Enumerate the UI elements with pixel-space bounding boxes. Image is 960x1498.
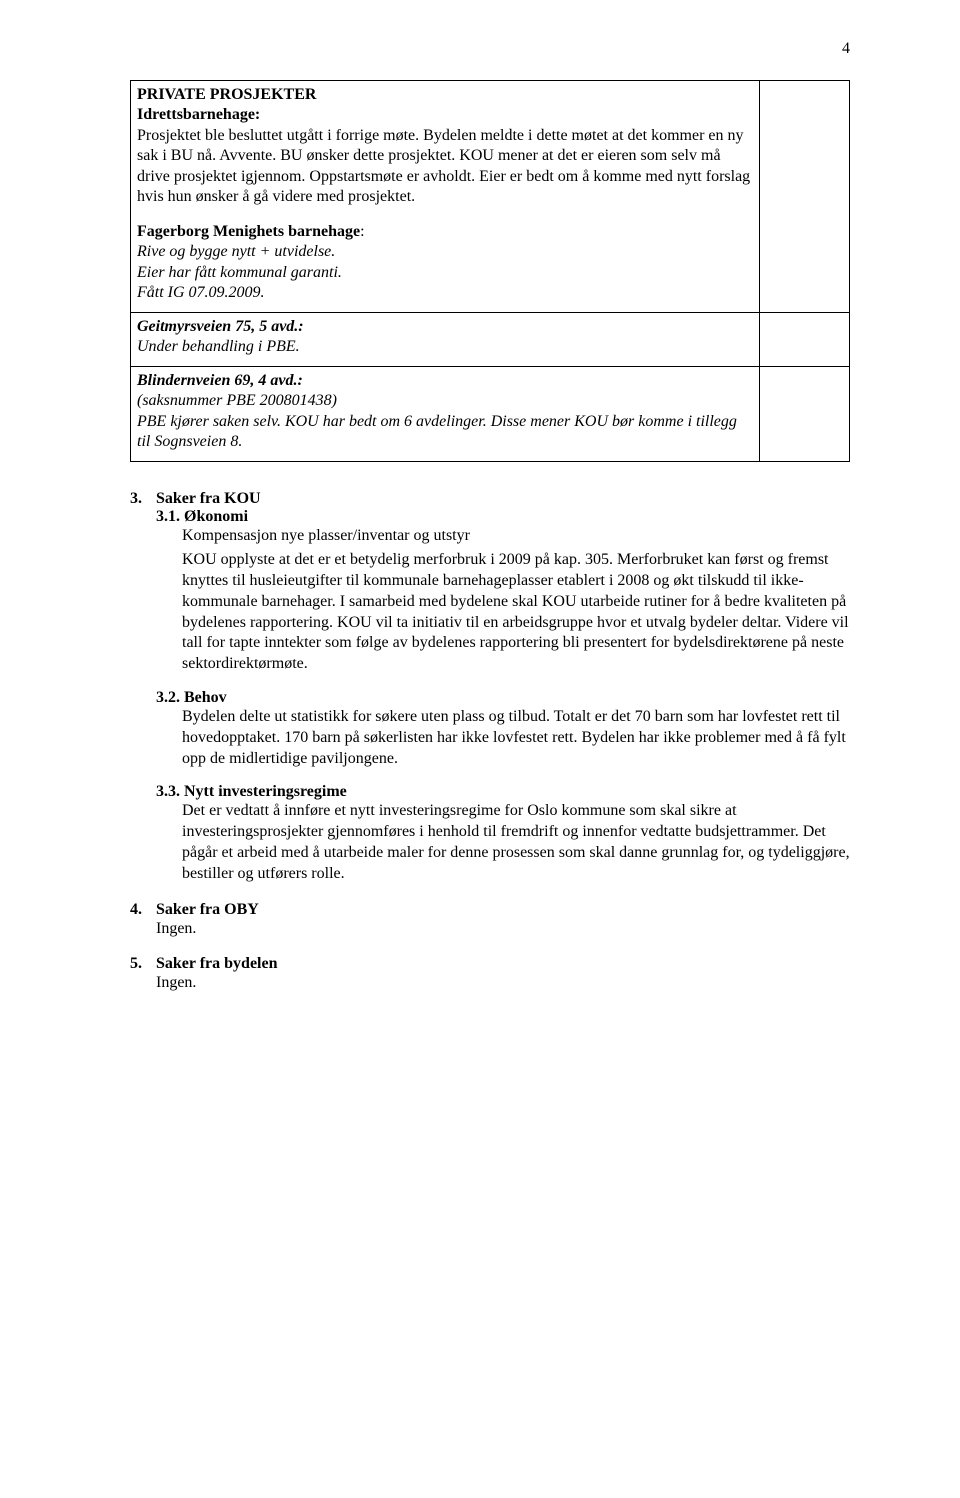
section-4-heading: 4. Saker fra OBY: [130, 901, 850, 919]
section-5: 5. Saker fra bydelen Ingen.: [130, 955, 850, 994]
subheading-idrettsbarnehage: Idrettsbarnehage:: [137, 106, 260, 123]
sub-3-3-title: Nytt investeringsregime: [184, 783, 347, 800]
section-5-num: 5.: [130, 955, 156, 973]
table-row: Blindernveien 69, 4 avd.: (saksnummer PB…: [131, 366, 850, 461]
table-cell-main: Blindernveien 69, 4 avd.: (saksnummer PB…: [131, 366, 760, 461]
sub-3-3-para: Det er vedtatt å innføre et nytt investe…: [130, 801, 850, 884]
section-4-body: Ingen.: [130, 919, 850, 940]
section-3-title: Saker fra KOU: [156, 490, 261, 508]
text-blindernveien-2: PBE kjører saken selv. KOU har bedt om 6…: [137, 413, 737, 450]
projects-table: PRIVATE PROSJEKTER Idrettsbarnehage: Pro…: [130, 80, 850, 462]
text-idrettsbarnehage: Prosjektet ble besluttet utgått i forrig…: [137, 127, 750, 205]
table-cell-empty: [760, 366, 850, 461]
sub-3-1-heading: 3.1. Økonomi: [130, 508, 850, 526]
table-cell-main: Geitmyrsveien 75, 5 avd.: Under behandli…: [131, 312, 760, 366]
subsection-3-1: 3.1. Økonomi Kompensasjon nye plasser/in…: [130, 508, 850, 676]
section-3-heading: 3. Saker fra KOU: [130, 490, 850, 508]
table-row: Geitmyrsveien 75, 5 avd.: Under behandli…: [131, 312, 850, 366]
sections-list: 3. Saker fra KOU 3.1. Økonomi Kompensasj…: [130, 490, 850, 995]
document-page: 4 PRIVATE PROSJEKTER Idrettsbarnehage: P…: [0, 0, 960, 1070]
subheading-fagerborg: Fagerborg Menighets barnehage: [137, 223, 360, 240]
text-geitmyrsveien: Under behandling i PBE.: [137, 338, 300, 355]
subsection-3-3: 3.3. Nytt investeringsregime Det er vedt…: [130, 783, 850, 884]
subsection-3-2: 3.2. Behov Bydelen delte ut statistikk f…: [130, 689, 850, 769]
sub-3-2-title: Behov: [184, 689, 227, 706]
sub-3-2-heading: 3.2. Behov: [130, 689, 850, 707]
table-cell-empty: [760, 81, 850, 313]
sub-3-3-heading: 3.3. Nytt investeringsregime: [130, 783, 850, 801]
subheading-geitmyrsveien: Geitmyrsveien 75, 5 avd.:: [137, 318, 304, 335]
sub-3-2-para: Bydelen delte ut statistikk for søkere u…: [130, 707, 850, 769]
table-row: PRIVATE PROSJEKTER Idrettsbarnehage: Pro…: [131, 81, 850, 313]
sub-3-3-num: 3.3.: [156, 783, 180, 800]
subheading-blindernveien: Blindernveien 69, 4 avd.:: [137, 372, 303, 389]
sub-3-1-para: KOU opplyste at det er et betydelig merf…: [130, 550, 850, 675]
sub-3-1-num: 3.1.: [156, 508, 180, 525]
section-4-num: 4.: [130, 901, 156, 919]
text-fagerborg-2: Eier har fått kommunal garanti.: [137, 264, 342, 281]
sub-3-2-num: 3.2.: [156, 689, 180, 706]
section-5-heading: 5. Saker fra bydelen: [130, 955, 850, 973]
sub-3-1-title: Økonomi: [184, 508, 248, 525]
section-3: 3. Saker fra KOU 3.1. Økonomi Kompensasj…: [130, 490, 850, 885]
text-blindernveien-1: (saksnummer PBE 200801438): [137, 392, 337, 409]
colon: :: [360, 223, 364, 240]
page-number: 4: [842, 40, 850, 58]
section-5-body: Ingen.: [130, 973, 850, 994]
text-fagerborg-1: Rive og bygge nytt + utvidelse.: [137, 243, 335, 260]
table-cell-empty: [760, 312, 850, 366]
table-cell-main: PRIVATE PROSJEKTER Idrettsbarnehage: Pro…: [131, 81, 760, 313]
document-content: PRIVATE PROSJEKTER Idrettsbarnehage: Pro…: [130, 80, 850, 994]
section-5-title: Saker fra bydelen: [156, 955, 277, 973]
sub-3-1-line1: Kompensasjon nye plasser/inventar og uts…: [130, 526, 850, 547]
section-4: 4. Saker fra OBY Ingen.: [130, 901, 850, 940]
text-fagerborg-3: Fått IG 07.09.2009.: [137, 284, 265, 301]
heading-private-prosjekter: PRIVATE PROSJEKTER: [137, 86, 316, 103]
section-4-title: Saker fra OBY: [156, 901, 259, 919]
section-3-num: 3.: [130, 490, 156, 508]
